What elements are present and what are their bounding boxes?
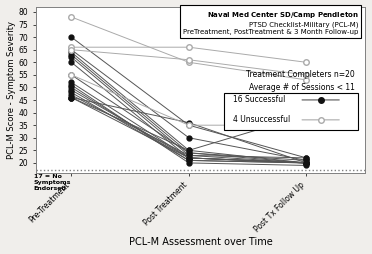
Text: Treatment Completers n=20
Average # of Sessions < 11: Treatment Completers n=20 Average # of S… — [246, 70, 355, 91]
X-axis label: PCL-M Assessment over Time: PCL-M Assessment over Time — [129, 237, 272, 247]
Text: 16 Successful: 16 Successful — [234, 96, 286, 104]
Text: 17 = No
Symptoms
Endorsed: 17 = No Symptoms Endorsed — [34, 174, 71, 191]
Text: 4 Unsuccessful: 4 Unsuccessful — [234, 115, 291, 124]
Text: $\bf{Naval\ Med\ Center\ SD/Camp\ Pendleton}$
PTSD Checklist-Military (PCL-M)
Pr: $\bf{Naval\ Med\ Center\ SD/Camp\ Pendle… — [183, 10, 359, 35]
FancyBboxPatch shape — [224, 93, 359, 130]
Y-axis label: PCL-M Score - Symptom Severity: PCL-M Score - Symptom Severity — [7, 21, 16, 159]
